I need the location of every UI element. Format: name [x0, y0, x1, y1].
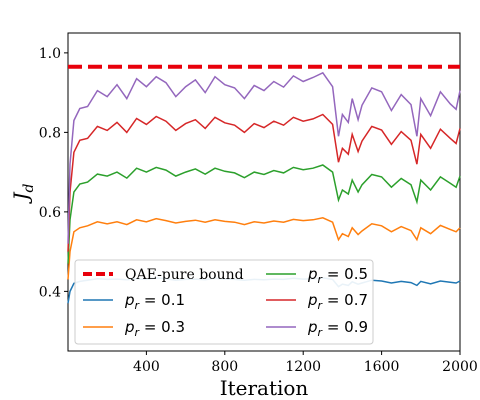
legend-label: pr = 0.9	[307, 318, 368, 339]
y-tick-label: 0.8	[39, 125, 61, 141]
y-axis-label: Jd	[9, 183, 37, 204]
series-line-2	[67, 217, 461, 280]
y-axis-ticks: 0.4 0.6 0.8 1.0	[39, 46, 68, 300]
legend-label: pr = 0.1	[124, 291, 185, 312]
y-tick-label: 0.4	[39, 284, 61, 300]
y-tick-label: 0.6	[39, 205, 61, 221]
x-tick-label: 800	[211, 359, 238, 375]
x-axis-ticks: 400 800 1200 1600 2000	[133, 351, 478, 375]
series-line-3	[67, 164, 461, 264]
legend-entry: pr = 0.1	[83, 291, 185, 312]
legend-label: QAE-pure bound	[125, 267, 244, 283]
x-tick-label: 400	[133, 359, 160, 375]
x-tick-label: 2000	[442, 359, 478, 375]
x-axis-label: Iteration	[220, 376, 309, 400]
legend: QAE-pure bound pr = 0.1 pr = 0.3 pr = 0.5 pr…	[74, 259, 374, 345]
x-tick-label: 1200	[285, 359, 321, 375]
y-tick-label: 1.0	[39, 46, 61, 62]
legend-label: pr = 0.7	[307, 291, 368, 312]
legend-entry: QAE-pure bound	[83, 267, 244, 283]
legend-entry: pr = 0.7	[266, 291, 368, 312]
legend-entry: pr = 0.5	[266, 265, 368, 286]
legend-entry: pr = 0.9	[266, 318, 368, 339]
legend-frame	[74, 259, 374, 345]
legend-entry: pr = 0.3	[83, 318, 185, 339]
legend-label: pr = 0.3	[124, 318, 185, 339]
series-line-4	[67, 113, 461, 252]
series-line-5	[67, 71, 461, 244]
legend-label: pr = 0.5	[307, 265, 368, 286]
x-tick-label: 1600	[364, 359, 400, 375]
